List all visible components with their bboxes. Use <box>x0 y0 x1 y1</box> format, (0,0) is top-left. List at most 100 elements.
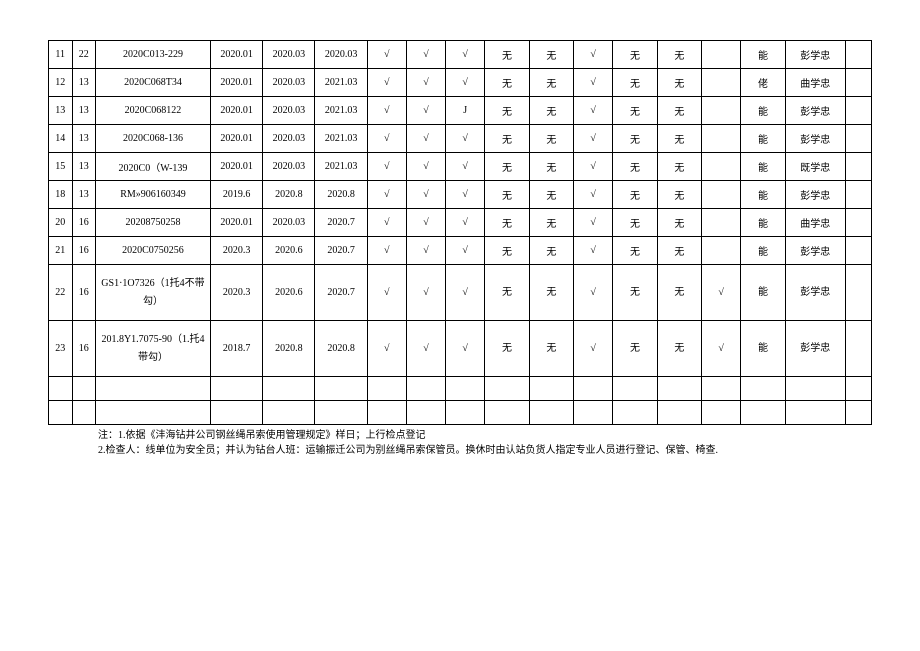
cell: 2020.03 <box>315 41 367 69</box>
cell: 2020.01 <box>210 97 262 125</box>
cell-empty <box>96 401 211 425</box>
cell: √ <box>406 69 445 97</box>
cell: 13 <box>72 69 96 97</box>
table-row: 2016202087502582020.012020.032020.7√√√无无… <box>49 209 872 237</box>
cell: 22 <box>72 41 96 69</box>
table-row: 2216GS1·1O7326（1托4不带勾）2020.32020.62020.7… <box>49 265 872 321</box>
cell-empty <box>574 401 613 425</box>
cell: 13 <box>72 97 96 125</box>
cell: 无 <box>613 237 657 265</box>
cell: 无 <box>529 321 573 377</box>
cell: 无 <box>657 181 701 209</box>
cell: 无 <box>613 181 657 209</box>
cell: √ <box>367 237 406 265</box>
cell: 2020.8 <box>315 181 367 209</box>
cell: 2020.6 <box>263 237 315 265</box>
table-body: 11222020C013-2292020.012020.032020.03√√√… <box>49 41 872 425</box>
cell-empty <box>210 401 262 425</box>
cell: RM»906160349 <box>96 181 211 209</box>
cell: 能 <box>741 265 785 321</box>
cell: 无 <box>613 97 657 125</box>
cell: √ <box>574 153 613 181</box>
cell: GS1·1O7326（1托4不带勾） <box>96 265 211 321</box>
cell: 彭学忠 <box>785 265 845 321</box>
cell: 无 <box>529 209 573 237</box>
cell: √ <box>574 321 613 377</box>
cell: 彭学忠 <box>785 237 845 265</box>
cell: 20208750258 <box>96 209 211 237</box>
cell: 曲学忠 <box>785 69 845 97</box>
cell: 彭学忠 <box>785 41 845 69</box>
cell <box>702 153 741 181</box>
cell: 16 <box>72 265 96 321</box>
cell: 能 <box>741 181 785 209</box>
cell: 14 <box>49 125 73 153</box>
cell: √ <box>367 265 406 321</box>
cell: 2020.01 <box>210 209 262 237</box>
table-row: 14132020C068-1362020.012020.032021.03√√√… <box>49 125 872 153</box>
cell-empty <box>315 401 367 425</box>
cell: 2020.7 <box>315 265 367 321</box>
cell: 2020.03 <box>263 41 315 69</box>
cell: √ <box>406 321 445 377</box>
cell: √ <box>574 125 613 153</box>
cell: 无 <box>613 125 657 153</box>
cell: √ <box>702 265 741 321</box>
cell: 无 <box>485 41 529 69</box>
table-row-empty <box>49 401 872 425</box>
cell: 2020.03 <box>263 69 315 97</box>
cell: 曲学忠 <box>785 209 845 237</box>
cell: 无 <box>613 153 657 181</box>
cell: 无 <box>485 209 529 237</box>
cell-empty <box>263 377 315 401</box>
cell: 2020C068122 <box>96 97 211 125</box>
cell-empty <box>446 401 485 425</box>
cell <box>845 321 871 377</box>
cell: 2020C068T34 <box>96 69 211 97</box>
cell: 能 <box>741 125 785 153</box>
cell-empty <box>446 377 485 401</box>
cell: 2021.03 <box>315 69 367 97</box>
note-line-2: 2.检查人：线单位为安全员；并认为钻台人班：运输振迁公司为别丝绳吊索保管员。换休… <box>98 444 872 458</box>
cell: 13 <box>72 125 96 153</box>
cell: 无 <box>529 181 573 209</box>
note-line-1: 注：1.依据《沣海钻井公司钢丝绳吊索使用管理规定》样日；上行检点登记 <box>98 429 872 443</box>
inspection-table: 11222020C013-2292020.012020.032020.03√√√… <box>48 40 872 425</box>
cell: 彭学忠 <box>785 321 845 377</box>
cell: 无 <box>613 41 657 69</box>
cell: 彭学忠 <box>785 181 845 209</box>
cell: √ <box>446 209 485 237</box>
cell-empty <box>72 401 96 425</box>
cell-empty <box>529 377 573 401</box>
cell: 2021.03 <box>315 153 367 181</box>
cell <box>845 209 871 237</box>
cell: √ <box>367 321 406 377</box>
cell: 22 <box>49 265 73 321</box>
cell: √ <box>406 41 445 69</box>
cell: √ <box>367 41 406 69</box>
cell: √ <box>446 69 485 97</box>
cell: 既学忠 <box>785 153 845 181</box>
cell: √ <box>367 69 406 97</box>
cell: 18 <box>49 181 73 209</box>
cell-empty <box>574 377 613 401</box>
cell: 16 <box>72 237 96 265</box>
cell-empty <box>741 401 785 425</box>
cell: J <box>446 97 485 125</box>
cell: 无 <box>529 125 573 153</box>
cell: 2020.01 <box>210 125 262 153</box>
cell-empty <box>315 377 367 401</box>
cell: √ <box>574 265 613 321</box>
cell-empty <box>657 401 701 425</box>
cell: 13 <box>49 97 73 125</box>
cell: 2020.7 <box>315 237 367 265</box>
cell: 15 <box>49 153 73 181</box>
cell: 无 <box>529 41 573 69</box>
cell: √ <box>367 153 406 181</box>
cell <box>845 153 871 181</box>
cell: 16 <box>72 209 96 237</box>
cell: √ <box>574 97 613 125</box>
cell <box>845 181 871 209</box>
cell: 无 <box>485 181 529 209</box>
cell-empty <box>785 377 845 401</box>
